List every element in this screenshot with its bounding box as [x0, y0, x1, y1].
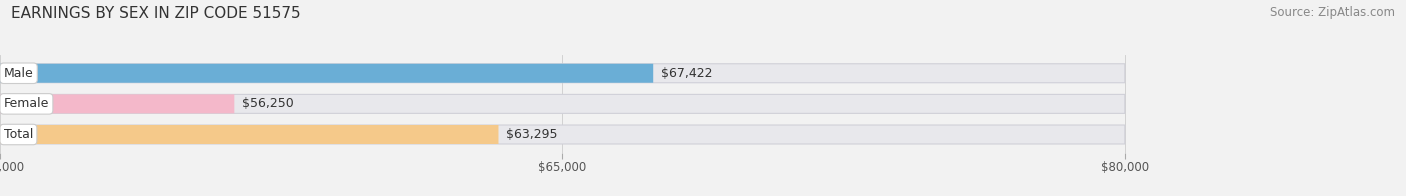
Text: Male: Male: [4, 67, 34, 80]
Text: Female: Female: [4, 97, 49, 110]
Text: Total: Total: [4, 128, 34, 141]
FancyBboxPatch shape: [0, 125, 1125, 144]
FancyBboxPatch shape: [0, 94, 235, 113]
FancyBboxPatch shape: [0, 94, 1125, 113]
Text: $56,250: $56,250: [242, 97, 294, 110]
Text: $67,422: $67,422: [661, 67, 713, 80]
FancyBboxPatch shape: [0, 64, 654, 83]
Text: EARNINGS BY SEX IN ZIP CODE 51575: EARNINGS BY SEX IN ZIP CODE 51575: [11, 6, 301, 21]
FancyBboxPatch shape: [0, 125, 499, 144]
Text: $63,295: $63,295: [506, 128, 557, 141]
Text: Source: ZipAtlas.com: Source: ZipAtlas.com: [1270, 6, 1395, 19]
FancyBboxPatch shape: [0, 64, 1125, 83]
